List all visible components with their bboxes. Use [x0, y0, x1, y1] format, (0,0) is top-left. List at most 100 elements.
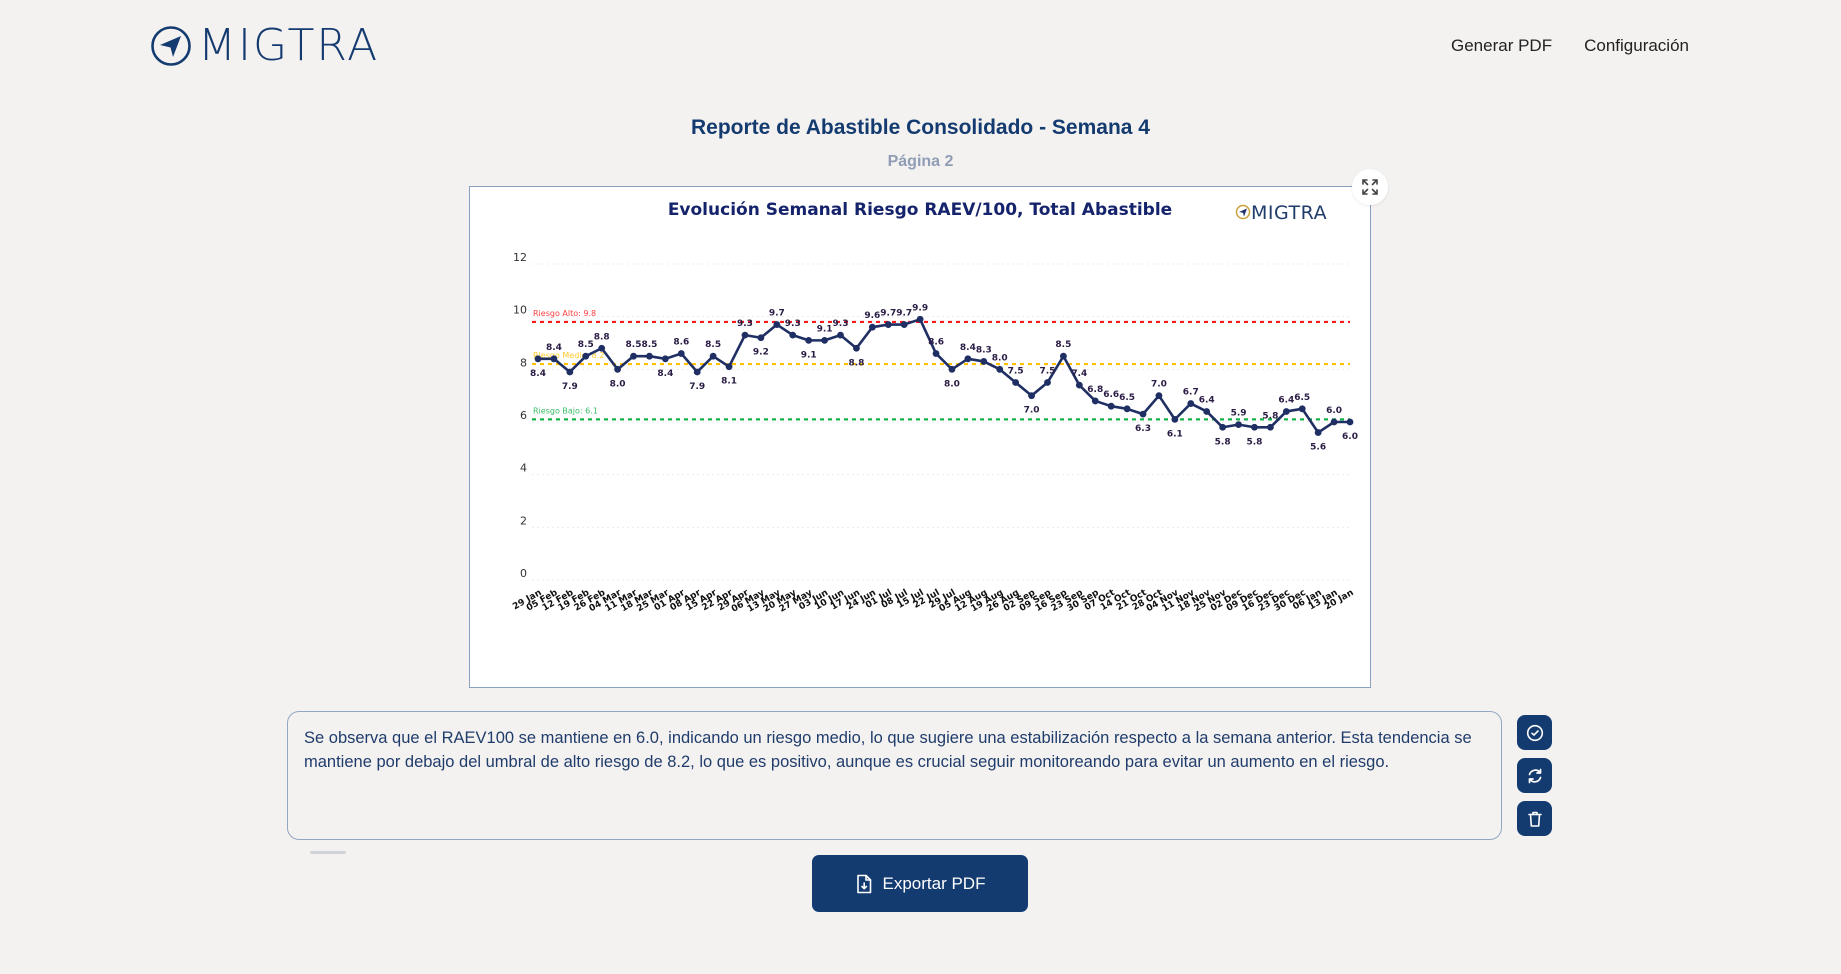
expand-chart-button[interactable]	[1352, 169, 1388, 205]
data-point[interactable]	[1187, 400, 1195, 407]
regenerate-button[interactable]	[1517, 758, 1552, 793]
comment-actions	[1517, 715, 1552, 836]
logo[interactable]: MIGTRA	[150, 24, 379, 68]
data-point[interactable]	[566, 368, 574, 376]
data-point[interactable]	[646, 352, 653, 360]
data-point[interactable]	[1219, 423, 1227, 431]
data-label: 9.6	[864, 311, 880, 321]
data-point[interactable]	[661, 355, 669, 363]
file-download-icon	[856, 874, 871, 893]
y-tick-label: 8	[520, 356, 527, 369]
data-label: 6.8	[1087, 385, 1103, 395]
data-point[interactable]	[725, 363, 733, 371]
data-point[interactable]	[1155, 392, 1163, 400]
resize-handle[interactable]	[310, 851, 346, 854]
data-point[interactable]	[582, 352, 590, 360]
page-number: Página 2	[887, 153, 954, 170]
data-label: 8.6	[928, 338, 944, 348]
logo-text: MIGTRA	[198, 20, 380, 71]
y-tick-label: 10	[513, 304, 527, 317]
data-label: 7.0	[1024, 406, 1040, 416]
data-label: 9.7	[880, 309, 896, 319]
data-point[interactable]	[1235, 421, 1242, 429]
data-label: 8.8	[848, 358, 864, 368]
y-tick-label: 2	[520, 514, 527, 527]
data-point[interactable]	[1282, 408, 1290, 415]
data-point[interactable]	[1203, 408, 1211, 415]
data-point[interactable]	[1075, 381, 1083, 389]
data-point[interactable]	[1251, 423, 1258, 431]
data-label: 6.4	[1278, 395, 1294, 405]
data-label: 9.1	[817, 324, 833, 334]
data-label: 6.6	[1103, 390, 1119, 400]
data-label: 6.4	[1199, 395, 1215, 405]
data-point[interactable]	[1123, 405, 1131, 413]
data-label: 8.4	[657, 369, 673, 379]
data-label: 8.3	[976, 345, 992, 355]
data-point[interactable]	[1028, 392, 1035, 400]
data-point[interactable]	[821, 336, 828, 344]
nav-configuracion[interactable]: Configuración	[1584, 36, 1689, 55]
data-point[interactable]	[932, 350, 940, 357]
data-point[interactable]	[1330, 418, 1338, 426]
data-point[interactable]	[1091, 397, 1099, 405]
data-point[interactable]	[1107, 402, 1115, 410]
data-label: 7.9	[562, 382, 578, 392]
export-pdf-button[interactable]: Exportar PDF	[812, 855, 1028, 912]
data-label: 9.3	[785, 319, 801, 329]
data-point[interactable]	[853, 344, 860, 352]
data-point[interactable]	[789, 331, 797, 339]
reference-line-label: Riesgo Bajo: 6.1	[533, 406, 598, 415]
data-point[interactable]	[773, 321, 781, 328]
data-point[interactable]	[980, 358, 988, 365]
data-label: 8.0	[992, 353, 1008, 363]
data-point[interactable]	[1314, 429, 1322, 436]
data-label: 8.1	[721, 377, 737, 387]
data-point[interactable]	[837, 331, 844, 339]
data-point[interactable]	[868, 323, 876, 331]
data-label: 9.7	[896, 309, 912, 319]
data-point[interactable]	[693, 368, 701, 376]
data-point[interactable]	[1346, 418, 1354, 426]
data-label: 9.2	[753, 348, 769, 358]
data-point[interactable]	[1012, 379, 1020, 386]
data-point[interactable]	[1298, 405, 1306, 413]
data-point[interactable]	[709, 352, 717, 360]
data-label: 5.8	[1246, 437, 1262, 447]
analysis-comment-textarea[interactable]	[287, 711, 1502, 840]
data-point[interactable]	[900, 321, 908, 328]
data-point[interactable]	[1171, 415, 1179, 423]
chart-watermark-logo: MIGTRA	[1235, 202, 1327, 224]
chart-container: Evolución Semanal Riesgo RAEV/100, Total…	[469, 186, 1371, 688]
top-nav: Generar PDF Configuración	[1451, 36, 1689, 56]
data-label: 9.3	[737, 319, 753, 329]
data-point[interactable]	[741, 331, 749, 339]
delete-button[interactable]	[1517, 801, 1552, 836]
data-point[interactable]	[630, 352, 637, 360]
data-label: 8.6	[673, 338, 689, 348]
data-point[interactable]	[550, 355, 558, 363]
data-point[interactable]	[916, 315, 924, 323]
data-label: 8.5	[1055, 340, 1071, 350]
data-point[interactable]	[996, 365, 1004, 373]
data-point[interactable]	[1060, 352, 1067, 360]
data-label: 9.3	[833, 319, 849, 329]
y-tick-label: 4	[520, 462, 527, 475]
data-point[interactable]	[1044, 379, 1051, 386]
data-point[interactable]	[948, 365, 956, 373]
data-point[interactable]	[614, 365, 622, 373]
data-point[interactable]	[1139, 410, 1147, 418]
reference-line-label: Riesgo Medio: 8.2	[533, 351, 604, 360]
approve-button[interactable]	[1517, 715, 1552, 750]
page-title: Reporte de Abastible Consolidado - Seman…	[691, 116, 1150, 139]
data-point[interactable]	[805, 336, 813, 344]
data-point[interactable]	[598, 344, 606, 352]
nav-generar-pdf[interactable]: Generar PDF	[1451, 36, 1553, 55]
data-point[interactable]	[757, 334, 765, 342]
data-label: 5.8	[1262, 411, 1278, 421]
data-point[interactable]	[884, 321, 892, 328]
data-point[interactable]	[1266, 423, 1274, 431]
data-point[interactable]	[534, 355, 542, 363]
data-point[interactable]	[964, 355, 972, 363]
data-point[interactable]	[677, 350, 685, 357]
